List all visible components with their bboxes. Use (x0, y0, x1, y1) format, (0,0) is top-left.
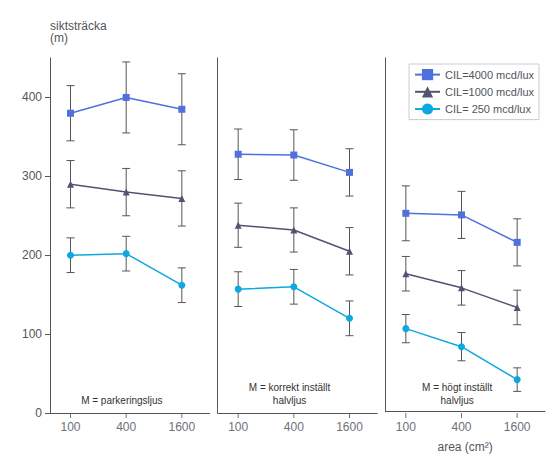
svg-text:100: 100 (22, 327, 42, 341)
svg-text:100: 100 (228, 420, 248, 434)
svg-text:(m): (m) (50, 31, 68, 45)
svg-text:halvljus: halvljus (273, 395, 306, 406)
svg-text:400: 400 (116, 420, 136, 434)
svg-text:halvljus: halvljus (441, 395, 474, 406)
svg-text:200: 200 (22, 248, 42, 262)
svg-text:400: 400 (451, 420, 471, 434)
svg-text:1600: 1600 (504, 420, 531, 434)
svg-text:CIL=4000 mcd/lux: CIL=4000 mcd/lux (445, 69, 534, 81)
svg-text:M = korrekt inställt: M = korrekt inställt (249, 382, 331, 393)
svg-text:400: 400 (284, 420, 304, 434)
svg-text:CIL= 250 mcd/lux: CIL= 250 mcd/lux (445, 103, 531, 115)
svg-text:0: 0 (35, 406, 42, 420)
svg-text:CIL=1000 mcd/lux: CIL=1000 mcd/lux (445, 86, 534, 98)
svg-text:1600: 1600 (168, 420, 195, 434)
svg-text:100: 100 (396, 420, 416, 434)
svg-text:M = parkeringsljus: M = parkeringsljus (81, 395, 162, 406)
svg-text:400: 400 (22, 90, 42, 104)
svg-text:area (cm²): area (cm²) (437, 440, 492, 454)
svg-text:300: 300 (22, 169, 42, 183)
svg-text:100: 100 (60, 420, 80, 434)
svg-text:siktsträcka: siktsträcka (50, 19, 107, 33)
svg-text:1600: 1600 (336, 420, 363, 434)
svg-text:M = högt inställt: M = högt inställt (422, 382, 493, 393)
